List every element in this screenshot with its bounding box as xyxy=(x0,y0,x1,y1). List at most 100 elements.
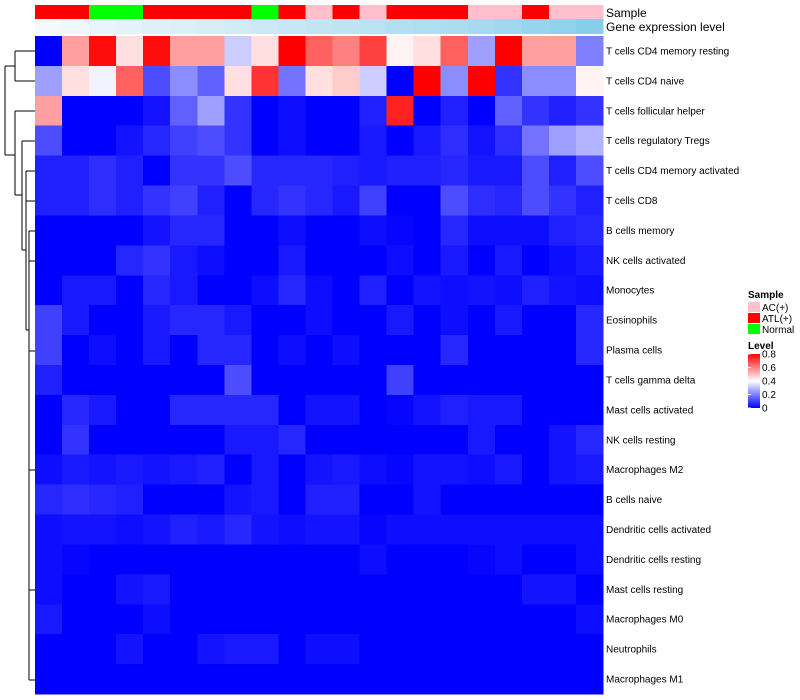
row-label: T cells regulatory Tregs xyxy=(606,136,710,147)
heatmap-cell xyxy=(251,544,280,575)
heatmap-cell xyxy=(413,245,442,276)
heatmap-cell xyxy=(440,664,469,695)
heatmap-cell xyxy=(89,484,117,516)
heatmap-cell xyxy=(467,185,496,217)
sample-annotation-cell xyxy=(575,5,604,19)
heatmap-cell xyxy=(89,574,117,605)
heatmap-cell xyxy=(224,215,252,246)
gene-expression-annotation-cell xyxy=(35,19,63,34)
heatmap-cell xyxy=(197,185,225,217)
heatmap-cell xyxy=(386,185,415,217)
sample-annotation-cell xyxy=(386,5,415,19)
heatmap-cell xyxy=(35,544,63,575)
heatmap-cell xyxy=(170,634,198,665)
heatmap-cell xyxy=(386,574,415,605)
heatmap-cell xyxy=(305,275,334,306)
heatmap-cell xyxy=(35,514,63,546)
heatmap-cell xyxy=(116,634,144,665)
heatmap-cell xyxy=(89,514,117,546)
heatmap-cell xyxy=(89,245,117,276)
heatmap-cell xyxy=(251,275,280,306)
gene-expression-annotation-cell xyxy=(386,19,415,34)
heatmap-cell xyxy=(305,514,334,546)
heatmap-cell xyxy=(413,95,442,127)
heatmap-cell xyxy=(440,185,469,217)
row-label: Macrophages M1 xyxy=(606,675,684,686)
heatmap-cell xyxy=(548,275,577,306)
heatmap-cell xyxy=(359,424,388,456)
gene-expression-annotation-cell xyxy=(413,19,442,34)
sample-legend-swatch xyxy=(748,302,760,312)
level-legend: Level 0.8 0.6 0.4 0.2 0 xyxy=(748,341,776,415)
heatmap-cell xyxy=(575,365,604,396)
row-label: Neutrophils xyxy=(606,645,657,656)
heatmap-cell xyxy=(116,454,144,486)
heatmap-cell xyxy=(413,65,442,97)
heatmap-cell xyxy=(332,36,361,67)
gene-expression-annotation-cell xyxy=(170,19,198,34)
level-legend-title: Level xyxy=(748,341,774,352)
heatmap-cell xyxy=(89,634,117,665)
heatmap-cell xyxy=(251,125,280,157)
heatmap-cell xyxy=(197,514,225,546)
heatmap-cell xyxy=(575,664,604,695)
heatmap-cell xyxy=(548,95,577,127)
heatmap-cell xyxy=(305,155,334,187)
heatmap-cell xyxy=(170,394,198,426)
heatmap-cell xyxy=(332,155,361,187)
heatmap-cell xyxy=(197,36,225,67)
heatmap-cell xyxy=(440,484,469,516)
heatmap-cell xyxy=(440,365,469,396)
heatmap-cell xyxy=(332,95,361,127)
heatmap-cell xyxy=(548,245,577,276)
heatmap-cell xyxy=(278,335,307,366)
heatmap-cell xyxy=(170,185,198,217)
heatmap-cell xyxy=(440,65,469,97)
heatmap-cell xyxy=(62,514,90,546)
sample-legend: Sample AC(+)ATL(+)Normal xyxy=(748,290,794,336)
heatmap-cell xyxy=(386,125,415,157)
heatmap-cell xyxy=(62,574,90,605)
gene-expression-annotation-cell xyxy=(440,19,469,34)
heatmap-cell xyxy=(548,484,577,516)
heatmap-cell xyxy=(62,275,90,306)
sample-annotation-cell xyxy=(224,5,252,19)
heatmap-cell xyxy=(224,424,252,456)
heatmap-cell xyxy=(494,544,523,575)
heatmap-cell xyxy=(548,155,577,187)
heatmap-cell xyxy=(494,424,523,456)
heatmap-cell xyxy=(413,365,442,396)
row-label: Plasma cells xyxy=(606,346,662,357)
heatmap-cell xyxy=(521,155,550,187)
row-label: Dendritic cells activated xyxy=(606,525,711,536)
heatmap-cell xyxy=(494,514,523,546)
heatmap-cell xyxy=(278,484,307,516)
heatmap-cell xyxy=(278,664,307,695)
row-labels: T cells CD4 memory resting T cells CD4 na… xyxy=(606,46,739,685)
heatmap-cell xyxy=(359,394,388,426)
heatmap-cell xyxy=(89,335,117,366)
heatmap-cell xyxy=(143,245,171,276)
heatmap-cell xyxy=(467,574,496,605)
row-label: Mast cells resting xyxy=(606,585,683,596)
heatmap-cell xyxy=(278,365,307,396)
row-label: Macrophages M0 xyxy=(606,615,684,626)
heatmap-cell xyxy=(467,454,496,486)
gene-expression-annotation-bar xyxy=(35,19,604,34)
level-legend-tick-label: 0.6 xyxy=(762,363,776,374)
sample-annotation-cell xyxy=(89,5,117,19)
heatmap-cell xyxy=(494,155,523,187)
heatmap-cell xyxy=(116,424,144,456)
heatmap-cell xyxy=(143,484,171,516)
heatmap-cell xyxy=(575,484,604,516)
heatmap-cell xyxy=(35,36,63,67)
heatmap-cell xyxy=(89,275,117,306)
gene-expression-annotation-cell xyxy=(305,19,334,34)
heatmap-cell xyxy=(359,454,388,486)
heatmap-cell xyxy=(332,335,361,366)
heatmap-cell xyxy=(116,484,144,516)
heatmap-cell xyxy=(89,95,117,127)
heatmap-cell xyxy=(35,604,63,635)
heatmap-cell xyxy=(521,185,550,217)
